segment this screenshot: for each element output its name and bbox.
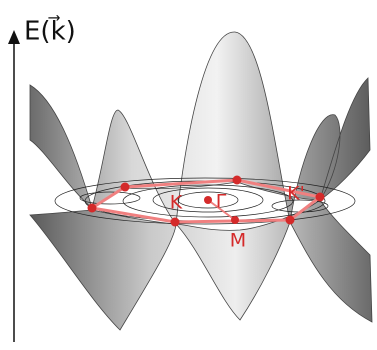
point-label: K <box>170 192 183 214</box>
point-label: M <box>230 230 246 252</box>
axis-arrow <box>8 30 20 44</box>
lower-band <box>30 200 372 330</box>
point-label: Γ <box>216 191 227 213</box>
axis-label: E(k⃗) <box>24 15 76 47</box>
band-structure-figure: E(k⃗) K Γ M K' <box>0 0 377 350</box>
point-label: K' <box>287 183 305 205</box>
page: {"axis_label": "E(k⃗)", "points": [{"lab… <box>0 0 377 350</box>
